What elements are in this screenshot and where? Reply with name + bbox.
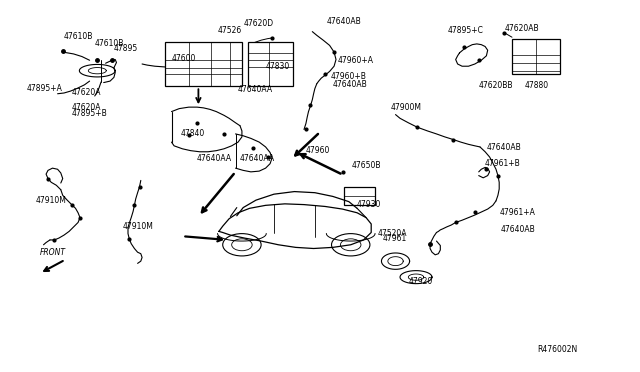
Text: 47640AA: 47640AA (240, 154, 275, 163)
Text: 47910M: 47910M (35, 196, 66, 205)
Text: 47895+A: 47895+A (27, 84, 63, 93)
Text: 47895: 47895 (114, 44, 138, 53)
Text: 47640AB: 47640AB (326, 17, 361, 26)
Text: 47620AB: 47620AB (504, 24, 539, 33)
Text: 47620A: 47620A (72, 103, 101, 112)
Text: 47610B: 47610B (64, 32, 93, 41)
Text: 47920: 47920 (408, 278, 433, 286)
Text: 47526: 47526 (218, 26, 242, 35)
Text: 47620BB: 47620BB (479, 81, 513, 90)
Text: 47960: 47960 (306, 147, 330, 155)
Text: 47620A: 47620A (72, 89, 101, 97)
Text: 47880: 47880 (525, 81, 549, 90)
Text: 47520A: 47520A (378, 229, 407, 238)
Text: 47910M: 47910M (123, 222, 154, 231)
Text: 47961+A: 47961+A (499, 208, 535, 217)
Text: 47961: 47961 (383, 234, 407, 243)
Text: 47610B: 47610B (95, 39, 124, 48)
Text: 47640AB: 47640AB (333, 80, 367, 89)
Text: 47961+B: 47961+B (485, 159, 521, 168)
Text: 47640AA: 47640AA (197, 154, 232, 163)
Text: 47895+B: 47895+B (72, 109, 108, 118)
Text: 47830: 47830 (266, 62, 290, 71)
Text: 47620D: 47620D (243, 19, 273, 28)
Text: 47640AB: 47640AB (486, 143, 521, 152)
Text: 47930: 47930 (357, 200, 381, 209)
Text: FRONT: FRONT (40, 248, 66, 257)
Text: 47840: 47840 (180, 129, 205, 138)
Text: 47900M: 47900M (390, 103, 421, 112)
Text: 47600: 47600 (172, 54, 196, 63)
Text: 47960+A: 47960+A (338, 56, 374, 65)
Text: 47640AB: 47640AB (500, 225, 535, 234)
Text: R476002N: R476002N (538, 345, 578, 354)
Text: 47960+B: 47960+B (330, 72, 366, 81)
Text: 47895+C: 47895+C (448, 26, 484, 35)
Text: 47650B: 47650B (352, 161, 381, 170)
Text: 47640AA: 47640AA (238, 85, 273, 94)
